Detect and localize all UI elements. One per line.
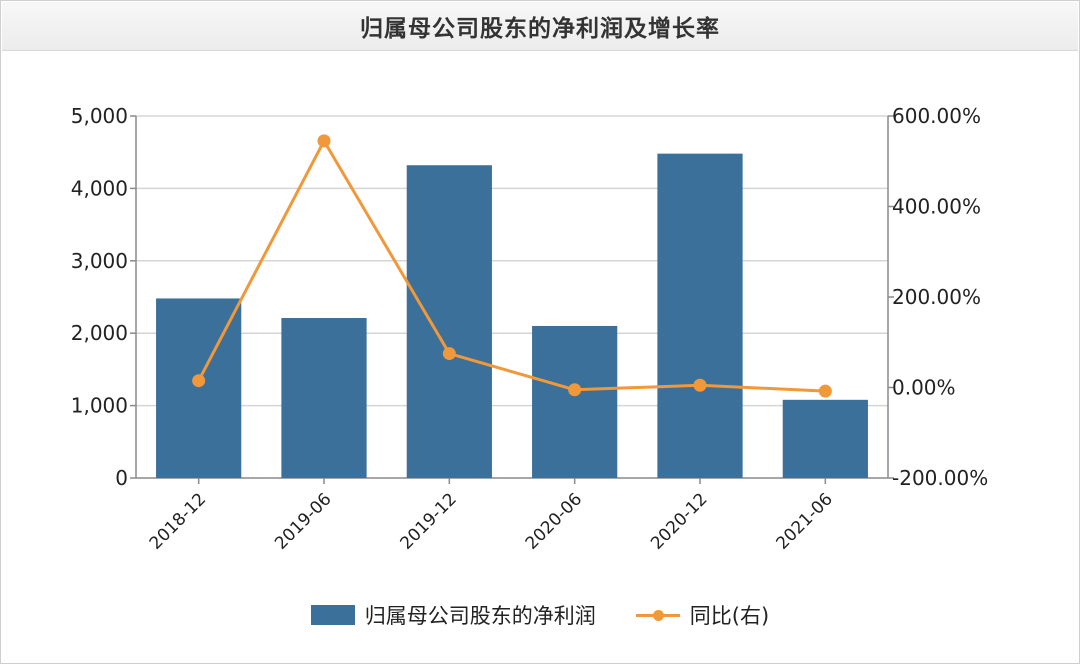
- left-tick-label: 2,000: [71, 321, 128, 345]
- growth-point-2021-06: [818, 384, 832, 398]
- bar-2020-12: [657, 153, 743, 478]
- legend-item-bar[interactable]: 归属母公司股东的净利润: [310, 600, 596, 630]
- legend-line-label: 同比(右): [689, 604, 770, 628]
- left-tick-label: 4,000: [71, 176, 128, 200]
- left-tick-label: 0: [115, 466, 128, 490]
- bar-2019-12: [406, 165, 492, 478]
- legend-item-line[interactable]: 同比(右): [635, 600, 770, 630]
- left-tick-label: 3,000: [71, 249, 128, 273]
- right-tick-label: 0.00%: [892, 376, 956, 400]
- growth-point-2019-12: [442, 347, 456, 361]
- x-tick-label: 2020-12: [647, 489, 711, 553]
- legend-bar-label: 归属母公司股东的净利润: [364, 604, 596, 628]
- right-tick-label: -200.00%: [892, 466, 988, 490]
- growth-point-2020-12: [693, 378, 707, 392]
- right-tick-label: 600.00%: [892, 104, 981, 128]
- right-tick-label: 400.00%: [892, 195, 981, 219]
- bar-2019-06: [281, 317, 367, 478]
- growth-point-2020-06: [568, 383, 582, 397]
- legend-line-swatch: [635, 605, 680, 625]
- bar-2021-06: [782, 399, 868, 478]
- legend-bar-swatch: [310, 605, 355, 625]
- growth-point-2018-12: [192, 374, 206, 388]
- x-tick-label: 2018-12: [146, 489, 210, 553]
- x-tick-label: 2020-06: [522, 489, 586, 553]
- x-tick-label: 2019-12: [397, 489, 461, 553]
- growth-line: [197, 139, 826, 393]
- chart-title: 归属母公司股东的净利润及增长率: [360, 16, 720, 42]
- x-tick-label: 2021-06: [773, 489, 837, 553]
- left-tick-label: 5,000: [71, 104, 128, 128]
- growth-point-2019-06: [317, 134, 331, 148]
- bar-2020-06: [532, 325, 618, 478]
- chart-legend: 归属母公司股东的净利润 同比(右): [0, 600, 1080, 630]
- x-tick-label: 2019-06: [271, 489, 335, 553]
- title-bar: 归属母公司股东的净利润及增长率: [2, 2, 1078, 51]
- right-tick-label: 200.00%: [892, 285, 981, 309]
- left-tick-label: 1,000: [71, 394, 128, 418]
